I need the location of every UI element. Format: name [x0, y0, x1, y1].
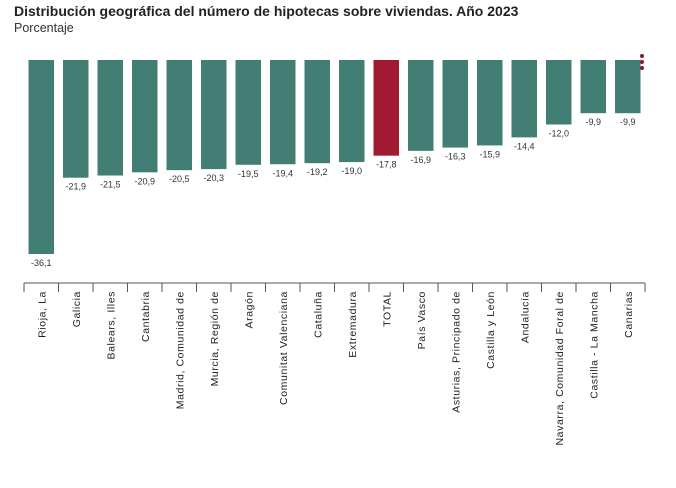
bar[interactable]: [442, 60, 469, 148]
more-vertical-icon[interactable]: [636, 54, 648, 74]
data-label: -14,4: [514, 141, 535, 151]
bar[interactable]: [477, 60, 503, 146]
bar[interactable]: [339, 60, 365, 163]
x-tick-label: Comunitat Valenciana: [278, 291, 290, 405]
data-label: -20,3: [203, 173, 224, 183]
bar[interactable]: [615, 60, 641, 114]
bar[interactable]: [270, 60, 296, 165]
data-label: -9,9: [620, 117, 636, 127]
bar[interactable]: [132, 60, 158, 173]
bar[interactable]: [546, 60, 572, 125]
bar[interactable]: [63, 60, 89, 178]
x-tick-label: Andalucía: [519, 291, 531, 343]
x-tick-label: Balears, Illes: [105, 291, 117, 360]
x-tick-label: Madrid, Comunidad de: [174, 291, 186, 409]
data-label: -19,2: [307, 167, 328, 177]
data-label: -36,1: [31, 258, 52, 268]
bar[interactable]: [97, 60, 124, 176]
x-tick-label: Canarias: [623, 291, 635, 338]
x-tick-label: Extremadura: [347, 291, 359, 358]
data-label: -21,5: [100, 180, 121, 190]
x-tick-label: Cantabria: [140, 291, 152, 342]
data-label: -16,9: [410, 155, 431, 165]
data-label: -19,4: [272, 168, 293, 178]
data-label: -17,8: [376, 160, 397, 170]
data-label: -19,0: [341, 166, 362, 176]
bar[interactable]: [511, 60, 538, 138]
x-tick-label: Navarra, Comunidad Foral de: [554, 291, 566, 446]
x-tick-label: País Vasco: [416, 291, 428, 349]
data-label: -20,5: [169, 174, 190, 184]
x-tick-label: Galicia: [71, 291, 83, 327]
data-label: -19,5: [238, 169, 259, 179]
x-tick-label: TOTAL: [381, 291, 393, 327]
bar[interactable]: [28, 60, 55, 254]
data-label: -20,9: [134, 176, 155, 186]
x-tick-label: Rioja, La: [36, 291, 48, 338]
bar[interactable]: [201, 60, 227, 170]
chart-title: Distribución geográfica del número de hi…: [14, 3, 519, 19]
bar[interactable]: [373, 60, 400, 156]
x-tick-label: Asturias, Principado de: [450, 291, 462, 413]
bar[interactable]: [166, 60, 193, 171]
x-tick-label: Aragón: [243, 291, 255, 328]
data-label: -16,3: [445, 152, 466, 162]
chart-subtitle: Porcentaje: [14, 21, 74, 35]
bar[interactable]: [408, 60, 434, 151]
data-label: -9,9: [585, 117, 601, 127]
bar[interactable]: [580, 60, 607, 114]
x-tick-label: Castilla - La Mancha: [588, 291, 600, 399]
x-tick-label: Murcia, Región de: [209, 291, 221, 386]
data-label: -15,9: [479, 149, 500, 159]
x-tick-label: Cataluña: [312, 291, 324, 338]
bar[interactable]: [304, 60, 331, 164]
data-label: -12,0: [548, 128, 569, 138]
x-tick-label: Castilla y León: [485, 291, 497, 369]
data-label: -21,9: [65, 182, 86, 192]
bar[interactable]: [235, 60, 262, 165]
